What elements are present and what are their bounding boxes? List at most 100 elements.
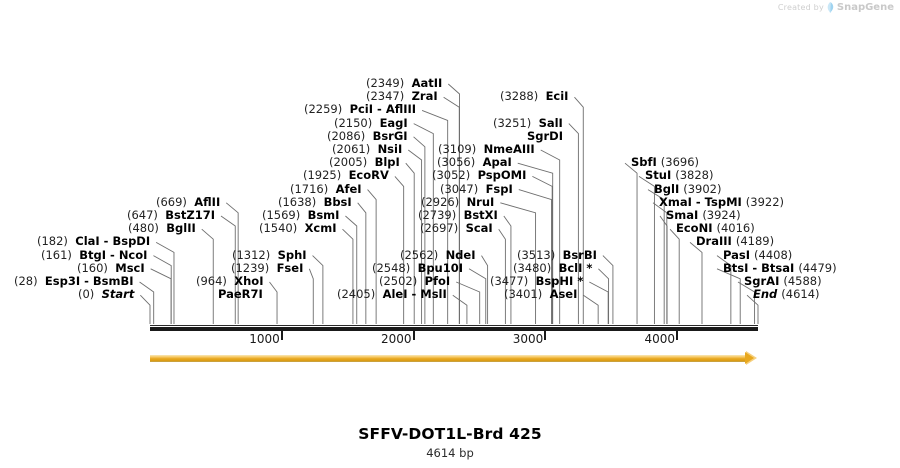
site-label[interactable]: (2739) BstXI	[418, 209, 498, 222]
site-label[interactable]: PaeR7I	[218, 288, 263, 301]
site-name-separator: -	[106, 247, 119, 262]
enzyme-name: AfeI	[335, 181, 362, 196]
site-label[interactable]: PasI (4408)	[723, 248, 792, 262]
site-label[interactable]: (3477) BspHI *	[490, 275, 583, 288]
site-position: (1716)	[290, 181, 329, 196]
site-label[interactable]: (0) Start	[78, 288, 134, 301]
site-label[interactable]: (28) Esp3I - BsmBI	[14, 275, 134, 288]
site-label[interactable]: SbfI (3696)	[631, 156, 699, 169]
site-leader-line	[716, 268, 741, 324]
site-label[interactable]: (480) BglII	[128, 222, 196, 235]
site-position: (2347)	[366, 89, 405, 104]
leader-lines	[139, 83, 759, 324]
site-label[interactable]: (3052) PspOMI	[432, 169, 526, 182]
site-label[interactable]: (647) BstZ17I	[127, 209, 215, 222]
enzyme-name: BtsaI	[761, 260, 795, 275]
map-length: 4614 bp	[426, 446, 474, 460]
enzyme-name: XcmI	[304, 221, 337, 236]
site-label[interactable]: SgrDI	[527, 128, 564, 143]
site-leader-line	[413, 123, 434, 324]
site-label[interactable]: (2697) ScaI	[420, 222, 493, 235]
enzyme-name: AflII	[194, 194, 221, 209]
site-label[interactable]: StuI (3828)	[645, 169, 714, 182]
site-label[interactable]: (2347) ZraI	[366, 90, 438, 103]
backbone-line[interactable]	[150, 327, 758, 331]
site-leader-line	[568, 123, 579, 324]
site-position: (2349)	[366, 76, 405, 90]
site-label[interactable]: (1239) FseI	[231, 261, 303, 275]
site-label[interactable]: (3109) NmeAIII	[438, 143, 535, 156]
site-position: (4588)	[783, 274, 822, 288]
site-leader-line	[583, 294, 599, 324]
site-label[interactable]: (2548) Bpu10I	[372, 261, 463, 275]
site-label[interactable]: (669) AflII	[156, 194, 221, 209]
site-label[interactable]: EcoNI (4016)	[676, 222, 755, 235]
site-label[interactable]: (2005) BlpI	[329, 156, 400, 169]
site-label[interactable]: (964) XhoI	[196, 275, 263, 288]
site-label[interactable]: (3288) EciI	[500, 90, 568, 103]
site-position: (4189)	[735, 234, 775, 249]
site-label[interactable]: (1925) EcoRV	[303, 169, 389, 182]
site-label[interactable]: DraIII (4189)	[696, 235, 774, 248]
enzyme-name: EagI	[379, 115, 408, 130]
site-label[interactable]: (2405) AleI - MslI	[337, 288, 447, 301]
site-label[interactable]: (182) ClaI - BspDI	[37, 235, 150, 248]
site-leader-line	[638, 176, 655, 324]
site-position: (3902)	[683, 181, 722, 196]
site-leader-line	[624, 162, 638, 324]
feature-arrow-body[interactable]	[150, 355, 749, 362]
site-label[interactable]: (3480) BclI *	[513, 261, 592, 275]
site-position: (2150)	[334, 115, 373, 130]
site-label[interactable]: (2349) AatII	[366, 77, 442, 90]
credit-prefix: Created by	[777, 3, 824, 12]
site-leader-line	[342, 228, 354, 324]
site-label[interactable]: (1312) SphI	[232, 248, 307, 262]
site-leader-line	[737, 281, 756, 324]
ruler-tick	[280, 331, 283, 340]
site-name-separator: -	[748, 260, 762, 275]
site-name-separator: -	[99, 234, 113, 249]
backbone-thin-line	[150, 325, 758, 326]
site-label[interactable]: BglI (3902)	[654, 181, 722, 196]
site-label[interactable]: (2259) PciI - AflIII	[304, 103, 416, 116]
site-label[interactable]: (1716) AfeI	[290, 181, 362, 196]
site-leader-line	[659, 215, 668, 324]
site-label[interactable]: (1540) XcmI	[259, 222, 337, 235]
map-title: SFFV-DOT1L-Brd 425	[358, 425, 542, 443]
site-position: (1540)	[259, 221, 298, 236]
site-leader-line	[357, 202, 367, 324]
site-label[interactable]: (3056) ApaI	[437, 156, 512, 169]
site-label[interactable]: (1569) BsmI	[262, 209, 339, 222]
site-label[interactable]: SmaI (3924)	[666, 209, 741, 222]
site-leader-line	[669, 228, 680, 324]
enzyme-name: BlpI	[374, 155, 400, 170]
enzyme-name: End	[753, 287, 778, 302]
site-label[interactable]: End (4614)	[753, 288, 820, 301]
site-leader-line	[456, 281, 481, 324]
site-label[interactable]: XmaI - TspMI (3922)	[659, 195, 784, 209]
site-label[interactable]: (3047) FspI	[440, 182, 513, 196]
site-label[interactable]: (2061) NsiI	[332, 143, 402, 156]
site-label[interactable]: (2562) NdeI	[400, 248, 476, 262]
site-position: (1638)	[278, 194, 317, 209]
site-position: (3924)	[702, 208, 741, 222]
feature-arrow-head[interactable]	[745, 351, 754, 364]
site-label[interactable]: (3251) SalI	[493, 116, 563, 130]
enzyme-name: SbfI	[631, 155, 657, 170]
site-leader-line	[269, 281, 278, 324]
site-label[interactable]: (2086) BsrGI	[327, 129, 408, 143]
enzyme-name: SgrDI	[527, 128, 564, 143]
site-position: (4016)	[716, 221, 755, 236]
site-label[interactable]: (2926) NruI	[421, 195, 494, 209]
site-label[interactable]: (160) MscI	[77, 261, 145, 275]
site-label[interactable]: (2150) EagI	[334, 115, 408, 130]
site-position: (3109)	[438, 142, 477, 156]
site-label[interactable]: (2502) PfoI	[379, 275, 450, 288]
site-label[interactable]: BtsI - BtsaI (4479)	[723, 260, 837, 275]
site-leader-line	[153, 255, 172, 324]
site-label[interactable]: (161) BtgI - NcoI	[41, 247, 147, 262]
site-label[interactable]: (1638) BbsI	[278, 194, 352, 209]
site-label[interactable]: (3401) AseI	[504, 288, 577, 301]
site-label[interactable]: (3513) BsrBI	[517, 248, 597, 262]
site-label[interactable]: SgrAI (4588)	[744, 275, 822, 288]
